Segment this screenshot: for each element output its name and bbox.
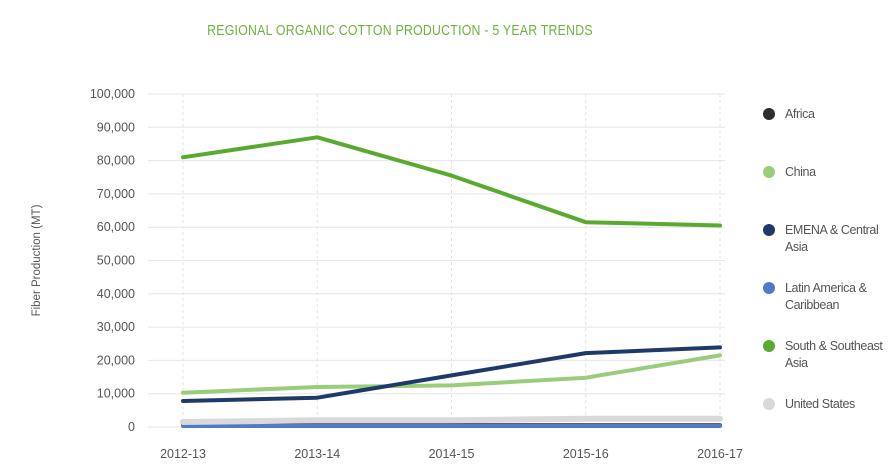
series-line-china: [181, 353, 722, 395]
y-tick-label: 60,000: [97, 220, 135, 234]
y-tick-label: 20,000: [97, 353, 135, 367]
legend-swatch: [763, 224, 775, 236]
legend-label: China: [785, 165, 816, 179]
y-tick-label: 0: [128, 420, 135, 434]
x-tick-label: 2012-13: [160, 447, 206, 461]
legend-item: United States: [763, 395, 888, 453]
chart-title: REGIONAL ORGANIC COTTON PRODUCTION - 5 Y…: [207, 22, 593, 39]
y-tick-label: 70,000: [97, 187, 135, 201]
y-tick-label: 40,000: [97, 287, 135, 301]
legend-item: EMENA & Central Asia: [763, 221, 888, 279]
legend-swatch: [763, 108, 775, 120]
x-tick-label: 2015-16: [563, 447, 609, 461]
legend-item: China: [763, 163, 888, 221]
y-tick-label: 100,000: [90, 87, 135, 101]
legend-label: EMENA & Central Asia: [785, 223, 879, 254]
legend-swatch: [763, 166, 775, 178]
series-line-united-states: [180, 415, 723, 425]
x-tick-label: 2013-14: [294, 447, 340, 461]
legend-label: South & Southeast Asia: [785, 339, 883, 370]
y-tick-label: 80,000: [97, 154, 135, 168]
legend-item: South & Southeast Asia: [763, 337, 888, 395]
y-tick-label: 90,000: [97, 120, 135, 134]
legend-label: Africa: [785, 107, 815, 121]
y-tick-label: 30,000: [97, 320, 135, 334]
series-line-south-southeast-asia: [181, 135, 722, 228]
legend-item: Africa: [763, 105, 888, 163]
legend-item: Latin America & Caribbean: [763, 279, 888, 337]
legend-swatch: [763, 398, 775, 410]
x-tick-label: 2016-17: [697, 447, 743, 461]
y-tick-label: 50,000: [97, 254, 135, 268]
y-tick-label: 10,000: [97, 387, 135, 401]
legend-swatch: [763, 282, 775, 294]
legend-label: United States: [785, 397, 855, 411]
legend-swatch: [763, 340, 775, 352]
y-axis-label: Fiber Production (MT): [31, 204, 43, 316]
legend-label: Latin America & Caribbean: [785, 281, 867, 312]
series-line-emena-central-asia: [181, 345, 722, 403]
chart-legend: Africa China EMENA & Central Asia Latin Ame…: [763, 105, 888, 453]
x-tick-label: 2014-15: [429, 447, 475, 461]
